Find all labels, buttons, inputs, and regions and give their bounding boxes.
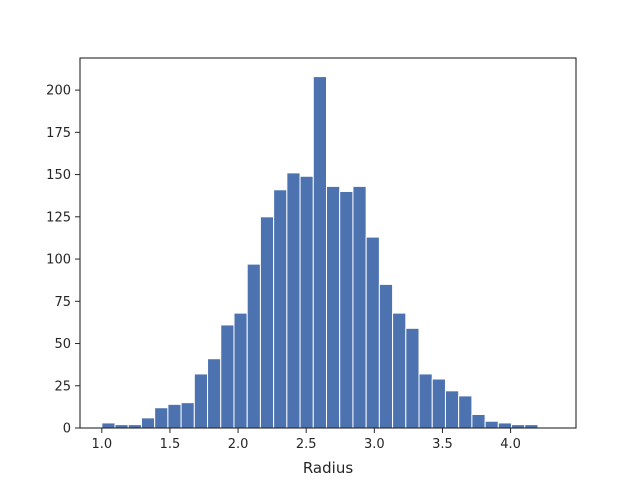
- y-tick-label: 100: [46, 253, 71, 268]
- histogram-bar: [378, 283, 394, 429]
- y-axis-ticks: 0 25 50 75 100 125 150 175 200: [46, 84, 80, 437]
- y-tick-label: 175: [46, 126, 71, 141]
- histogram-bar: [392, 312, 407, 429]
- histogram-bar: [193, 373, 209, 429]
- histogram-bar: [471, 413, 486, 429]
- x-axis-ticks: 1.0 1.5 2.0 2.5 3.0 3.5 4.0: [91, 428, 521, 452]
- axes-frame: [79, 57, 577, 429]
- histogram-bar: [207, 358, 222, 429]
- histogram-bar: [405, 327, 420, 429]
- histogram-bar: [220, 324, 235, 429]
- x-tick-label: 2.0: [228, 437, 249, 452]
- y-tick-label: 200: [46, 84, 71, 99]
- histogram-bar: [273, 189, 288, 429]
- histogram-bar: [299, 175, 314, 429]
- histogram-bar: [180, 402, 195, 429]
- histogram-bar: [312, 76, 328, 429]
- x-tick-label: 2.5: [296, 437, 317, 452]
- y-tick-label: 0: [63, 422, 71, 437]
- x-tick-label: 3.0: [364, 437, 385, 452]
- x-tick-label: 1.0: [91, 437, 112, 452]
- bars-group: [101, 76, 539, 429]
- x-tick-label: 3.5: [432, 437, 453, 452]
- histogram-bar: [140, 417, 156, 429]
- histogram-bar: [154, 407, 169, 429]
- y-tick-label: 150: [46, 168, 71, 183]
- histogram-bar: [444, 390, 460, 429]
- x-tick-label: 4.0: [500, 437, 521, 452]
- histogram-bar: [167, 403, 182, 429]
- y-tick-label: 125: [46, 210, 71, 225]
- y-tick-label: 50: [54, 337, 71, 352]
- histogram-bar: [259, 216, 275, 429]
- histogram-bar: [484, 420, 499, 429]
- histogram-bar: [418, 373, 433, 429]
- histogram-bar: [339, 190, 354, 429]
- y-tick-label: 25: [54, 379, 71, 394]
- x-tick-label: 1.5: [160, 437, 181, 452]
- histogram-bar: [458, 395, 473, 429]
- histogram-bar: [233, 312, 248, 429]
- histogram-bar: [431, 378, 446, 429]
- histogram-bar: [101, 422, 116, 429]
- x-axis-label: Radius: [303, 459, 353, 477]
- histogram-bar: [365, 236, 380, 429]
- histogram-bar: [326, 185, 341, 429]
- histogram-bar: [286, 172, 301, 429]
- y-tick-label: 75: [54, 295, 71, 310]
- histogram-bar: [246, 263, 261, 429]
- histogram-bar: [352, 185, 367, 429]
- histogram-bar: [497, 422, 513, 429]
